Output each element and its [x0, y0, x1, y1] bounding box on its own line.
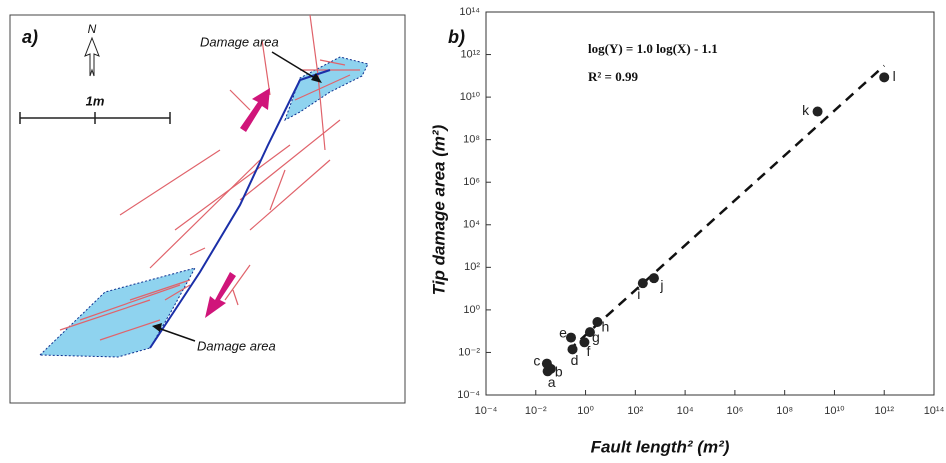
point-label: i [637, 286, 640, 302]
x-tick-label: 10¹⁴ [924, 405, 945, 417]
equation: log(Y) = 1.0 log(X) - 1.1 [588, 41, 718, 56]
point-label: e [559, 324, 567, 340]
scale-label: 1m [86, 93, 105, 108]
x-tick-label: 10⁴ [677, 405, 694, 417]
y-axis-label: Tip damage area (m²) [429, 124, 448, 295]
scale-bar [19, 112, 171, 124]
arrowhead [311, 73, 322, 83]
point [592, 316, 603, 327]
north-arrow [84, 36, 100, 77]
point [579, 337, 590, 348]
main-fault [149, 69, 331, 349]
panel-label: a) [22, 27, 38, 47]
point [584, 327, 595, 338]
point [541, 358, 552, 369]
y-tick-label: 10⁻² [458, 346, 480, 358]
y-tick-label: 10⁴ [463, 219, 480, 231]
x-tick-label: 10⁶ [727, 405, 744, 417]
annotation-arrow [271, 51, 319, 81]
point-label: a [548, 374, 556, 390]
point [879, 72, 890, 83]
slip-arrow [240, 88, 270, 132]
annotation: Damage area [197, 338, 276, 353]
y-tick-label: 10¹⁴ [459, 6, 480, 18]
x-tick-label: 10¹⁰ [824, 405, 845, 417]
y-tick-label: 10⁶ [463, 176, 480, 188]
y-tick-label: 10² [464, 261, 480, 273]
y-tick-label: 10⁻⁴ [457, 389, 480, 401]
point [648, 273, 659, 284]
point-label: l [893, 68, 896, 84]
x-tick-label: 10⁻² [525, 405, 547, 417]
panel-label: b) [448, 27, 465, 47]
point-label: b [555, 364, 563, 380]
x-tick-label: 10⁸ [776, 405, 793, 417]
arrowhead [152, 323, 162, 332]
point-label: f [586, 343, 590, 359]
point [565, 332, 576, 343]
north-label: N [88, 22, 97, 36]
panel-a-frame [9, 14, 406, 404]
r-squared: R² = 0.99 [588, 69, 638, 84]
point [812, 106, 823, 117]
y-tick-label: 10⁸ [463, 134, 480, 146]
point [637, 278, 648, 289]
point-label: k [802, 102, 810, 118]
annotation-arrow [157, 327, 196, 342]
point-label: g [592, 329, 600, 345]
y-tick-label: 10⁰ [463, 304, 480, 316]
x-tick-label: 10¹² [874, 405, 894, 417]
x-tick-label: 10⁰ [577, 405, 594, 417]
damage-zone [284, 56, 369, 122]
point-label: d [571, 352, 579, 368]
trend-line [567, 64, 886, 352]
damage-zone [38, 267, 196, 358]
point-label: h [602, 319, 610, 335]
slip-arrow [205, 272, 236, 318]
point-label: c [533, 352, 540, 368]
y-tick-label: 10¹⁰ [460, 91, 481, 103]
y-tick-label: 10¹² [460, 48, 480, 60]
x-tick-label: 10² [627, 405, 643, 417]
fractures [59, 14, 360, 341]
point [567, 344, 578, 355]
x-tick-label: 10⁻⁴ [475, 405, 498, 417]
point-label: j [659, 277, 663, 293]
x-axis-label: Fault length² (m²) [591, 437, 730, 456]
annotation: Damage area [200, 34, 279, 49]
plot-frame [485, 11, 935, 396]
